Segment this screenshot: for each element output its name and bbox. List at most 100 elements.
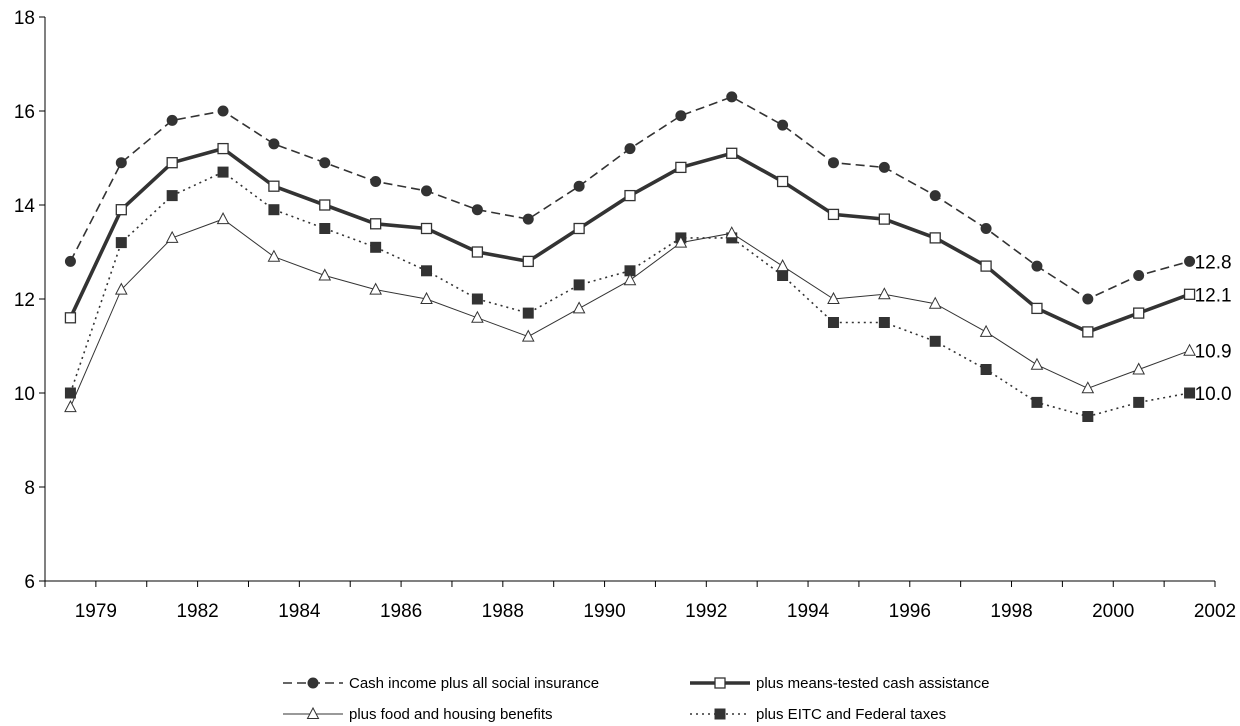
data-point [64,400,77,413]
data-point [216,212,230,225]
data-point [268,204,280,216]
data-point [827,291,840,304]
data-point [166,114,178,126]
data-point [1031,302,1043,315]
axes: 6 8 10 12 14 16 18 1979 1982 1984 1986 1988 1990 1992… [14,8,1236,622]
series-plus-eitc-and-federal-taxes [64,166,1196,422]
legend-label: plus means-tested cash assistance [756,675,989,692]
data-point [319,223,331,234]
data-point [878,287,891,300]
data-point [623,273,637,286]
data-point [572,301,586,314]
data-point [1184,387,1196,399]
data-point [217,105,229,117]
data-point [471,310,484,323]
data-point [979,324,993,337]
data-point [115,204,127,216]
data-point [827,157,839,169]
x-tick-label: 1982 [176,601,218,622]
data-point [471,246,484,258]
legend-marker [307,677,319,689]
data-point [64,387,76,399]
legend-label: plus food and housing benefits [349,706,553,723]
y-tick-label: 16 [14,102,35,123]
data-point [1133,270,1145,281]
data-point [166,190,178,202]
data-point [675,110,687,122]
legend-label: plus EITC and Federal taxes [756,706,946,723]
series-plus-means-tested-cash-assistance [64,142,1196,338]
data-point [268,138,280,150]
x-tick-label: 1992 [685,601,727,622]
y-tick-label: 18 [14,8,35,29]
data-point [929,232,941,244]
data-point [421,185,433,197]
data-point [521,329,535,342]
x-tick-label: 1998 [990,601,1032,622]
legend-marker [306,706,320,719]
data-point [165,230,179,243]
data-point [421,265,433,277]
legend: Cash income plus all social insurance plu… [283,675,989,723]
x-tick-label: 1988 [482,601,524,622]
data-point [64,312,77,324]
data-point [725,226,739,239]
data-point [777,270,789,281]
data-point [1082,326,1094,338]
end-value-label: 12.1 [1195,285,1232,306]
data-point [675,161,687,174]
x-tick-label: 1986 [380,601,422,622]
data-point [522,307,534,319]
data-point [64,255,76,267]
data-point [878,317,890,328]
data-point [370,218,382,230]
legend-marker [714,677,726,689]
legend-item: plus means-tested cash assistance [690,675,989,692]
data-point [217,142,229,155]
data-point [1133,396,1145,408]
data-point [929,335,941,347]
x-tick-label: 1984 [278,601,321,622]
data-point [573,279,585,291]
data-point [319,199,331,211]
data-point [267,249,281,262]
data-point [522,213,534,225]
x-tick-label: 2002 [1194,601,1236,622]
data-point [1184,255,1196,267]
data-point [928,296,942,309]
data-point [573,222,585,235]
legend-label: Cash income plus all social insurance [349,675,599,692]
end-value-label: 10.9 [1195,342,1232,363]
data-point [1081,381,1095,394]
data-point [166,157,178,169]
data-point [726,91,738,103]
data-point [471,204,483,216]
x-tick-label: 2000 [1092,601,1134,622]
data-point [624,143,636,155]
data-point [318,268,332,281]
data-point [573,180,585,192]
legend-marker [714,708,726,720]
data-point [115,237,127,249]
data-point [929,190,941,202]
legend-item: Cash income plus all social insurance [283,675,599,692]
y-tick-label: 12 [14,290,35,311]
data-point [827,208,840,221]
data-point [1082,411,1094,422]
y-tick-label: 10 [14,384,35,405]
series-plus-food-and-housing-benefits [64,212,1196,413]
y-tick-label: 8 [24,478,35,499]
data-point [370,176,382,187]
data-point [370,241,382,253]
y-tick-label: 14 [14,196,36,217]
data-point [1030,357,1044,370]
x-tick-label: 1990 [583,601,625,622]
series-layer [64,91,1196,422]
data-point [1183,288,1196,300]
data-point [115,157,127,169]
data-point [319,157,331,169]
data-point [1133,307,1145,319]
data-point [776,175,789,188]
data-point [1183,343,1196,356]
legend-item: plus food and housing benefits [283,706,553,723]
